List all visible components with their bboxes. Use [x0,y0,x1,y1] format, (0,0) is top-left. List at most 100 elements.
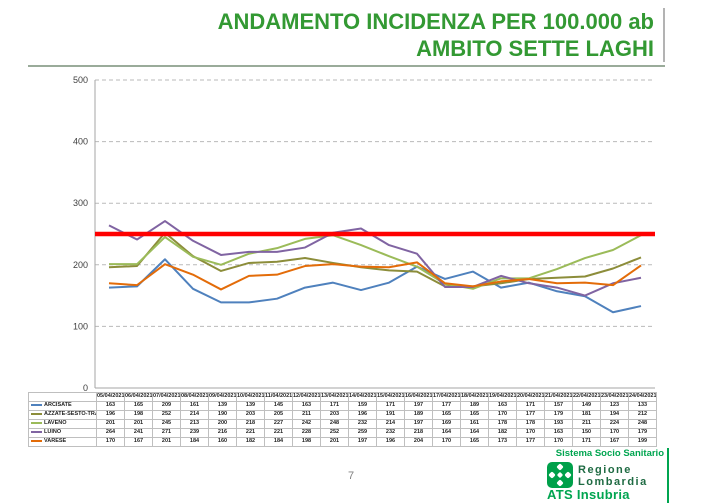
value-cell: 212 [628,410,657,420]
value-cell: 198 [292,437,321,447]
value-cell: 165 [460,437,489,447]
series-legend-cell: LUINO [28,428,97,438]
date-header: 08/04/2021 [180,392,209,402]
logo-text: Regione Lombardia [578,464,648,488]
series-legend-cell: AZZATE-SESTO-TRADATE [28,410,97,420]
date-header: 17/04/2021 [432,392,461,402]
page-number: 7 [347,470,355,482]
value-cell: 167 [124,437,153,447]
value-cell: 165 [124,401,153,411]
value-cell: 177 [516,410,545,420]
series-name: ARCISATE [44,402,72,409]
y-axis-tick-label: 100 [73,321,88,331]
value-cell: 221 [264,428,293,438]
value-cell: 271 [152,428,181,438]
footer-org-label: ATS Insubria [547,487,630,502]
value-cell: 173 [488,437,517,447]
date-header: 05/04/2021 [96,392,125,402]
regione-lombardia-logo [547,462,573,488]
value-cell: 170 [488,410,517,420]
value-cell: 194 [600,410,629,420]
value-cell: 252 [320,428,349,438]
slide-title: ANDAMENTO INCIDENZA PER 100.000 ab AMBIT… [198,8,665,62]
value-cell: 228 [292,428,321,438]
series-name: LUINO [44,429,62,436]
value-cell: 170 [96,437,125,447]
value-cell: 198 [124,410,153,420]
value-cell: 232 [348,419,377,429]
table-corner-cell [28,392,97,402]
value-cell: 197 [404,401,433,411]
value-cell: 201 [152,437,181,447]
date-header: 24/04/2021 [628,392,657,402]
date-header: 15/04/2021 [376,392,405,402]
series-name: LAVENO [44,420,67,427]
series-line-azzate-sesto-tradate [108,231,642,288]
title-underline [28,65,665,67]
series-line-arcisate [108,258,642,314]
value-cell: 171 [376,401,405,411]
value-cell: 203 [236,410,265,420]
value-cell: 189 [404,410,433,420]
value-cell: 145 [264,401,293,411]
value-cell: 184 [180,437,209,447]
title-line-1: ANDAMENTO INCIDENZA PER 100.000 ab [217,9,654,34]
title-line-2: AMBITO SETTE LAGHI [416,36,654,61]
value-cell: 259 [348,428,377,438]
value-cell: 193 [544,419,573,429]
series-color-swatch [31,439,42,442]
date-header: 09/04/2021 [208,392,237,402]
value-cell: 139 [208,401,237,411]
series-color-swatch [31,403,42,406]
date-header: 20/04/2021 [516,392,545,402]
value-cell: 179 [628,428,657,438]
series-legend-cell: LAVENO [28,419,97,429]
value-cell: 165 [432,410,461,420]
value-cell: 216 [208,428,237,438]
value-cell: 163 [544,428,573,438]
value-cell: 211 [572,419,601,429]
value-cell: 190 [208,410,237,420]
value-cell: 196 [348,410,377,420]
value-cell: 239 [180,428,209,438]
value-cell: 218 [236,419,265,429]
value-cell: 191 [376,410,405,420]
value-cell: 182 [488,428,517,438]
value-cell: 159 [348,401,377,411]
value-cell: 160 [208,437,237,447]
value-cell: 170 [516,428,545,438]
series-color-swatch [31,412,42,415]
value-cell: 248 [320,419,349,429]
value-cell: 200 [208,419,237,429]
value-cell: 164 [432,428,461,438]
table-row: LAVENO 201 201 245 213 200 218 227 242 248 232 214 1… [28,419,657,429]
date-header: 14/04/2021 [348,392,377,402]
footer-system-label: Sistema Socio Sanitario [555,448,664,459]
value-cell: 252 [152,410,181,420]
value-cell: 169 [432,419,461,429]
series-line-laveno [109,234,642,290]
value-cell: 161 [460,419,489,429]
value-cell: 163 [292,401,321,411]
logo-text-line-2: Lombardia [578,476,648,488]
series-color-swatch [31,421,42,424]
value-cell: 178 [516,419,545,429]
table-row: ARCISATE 163 165 209 161 139 139 145 163 171 159 17… [28,401,657,411]
rosa-camuna-icon [548,463,572,487]
date-header: 16/04/2021 [404,392,433,402]
value-cell: 181 [572,410,601,420]
value-cell: 164 [460,428,489,438]
date-header: 06/04/2021 [124,392,153,402]
value-cell: 177 [516,437,545,447]
date-header: 18/04/2021 [460,392,489,402]
y-axis-tick-label: 500 [73,75,88,85]
series-name: AZZATE-SESTO-TRADATE [44,411,96,418]
value-cell: 242 [292,419,321,429]
value-cell: 241 [124,428,153,438]
date-header: 10/04/2021 [236,392,265,402]
date-header: 23/04/2021 [600,392,629,402]
value-cell: 264 [96,428,125,438]
incidence-line-chart: 0 100 200 300 400 500 [60,70,660,400]
value-cell: 163 [488,401,517,411]
table-row: VARESE 170 167 201 184 160 182 184 198 201 197 196 2… [28,437,657,447]
